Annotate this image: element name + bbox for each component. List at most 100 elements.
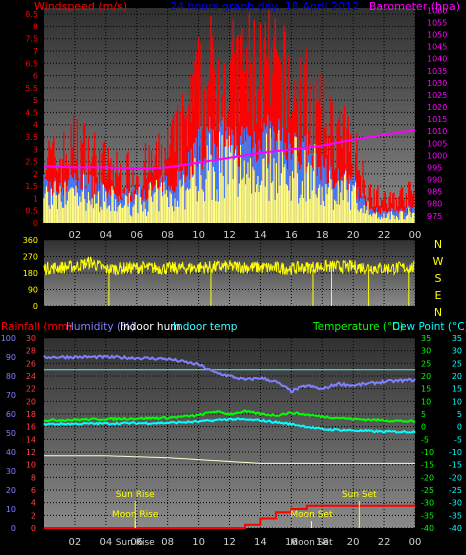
sun-set-label: Sun Set: [342, 490, 377, 500]
baro-tick-label: 1060: [427, 6, 447, 15]
dewpoint-tick-label: 15: [452, 385, 462, 394]
time-tick-label: 18: [316, 230, 329, 241]
rain-tick-label: 16: [26, 423, 36, 432]
astro-events: Sun Rise Moon Rise Moon Set Sun Set: [112, 490, 377, 528]
rain-tick-label: 26: [26, 359, 36, 368]
baro-tick-label: 990: [427, 176, 442, 185]
baro-tick-label: 985: [427, 188, 442, 197]
temp-tick-label: -20: [421, 473, 434, 482]
barometer-axis-title: Barometer (hpa): [369, 0, 460, 13]
temp-tick-label: -25: [421, 486, 434, 495]
dew-point-legend: Dew Point (°C): [392, 321, 466, 333]
time-tick-label: 08: [161, 537, 174, 548]
temp-tick-label: 20: [421, 372, 431, 381]
humidity-tick-label: 50: [6, 429, 16, 438]
temp-tick-label: 5: [421, 410, 426, 419]
direction-letter-e: E: [435, 289, 442, 302]
humidity-tick-label: 80: [6, 372, 16, 381]
temp-tick-label: 30: [421, 347, 431, 356]
humidity-tick-label: 60: [6, 410, 16, 419]
direction-letter-n-top: N: [434, 238, 442, 251]
humidity-tick-label: 40: [6, 448, 16, 457]
direction-tick-label: 90: [28, 286, 38, 295]
baro-tick-label: 1005: [427, 139, 447, 148]
dewpoint-tick-label: -40: [449, 524, 462, 533]
wind-tick-label: 7: [33, 47, 38, 56]
time-tick-label: 22: [378, 230, 391, 241]
wind-tick-label: 6: [33, 72, 38, 81]
rain-tick-label: 18: [26, 410, 36, 419]
wind-tick-label: 0: [33, 219, 38, 228]
humidity-legend: Humidity (%): [66, 321, 135, 333]
dewpoint-tick-label: 10: [452, 397, 462, 406]
time-tick-label: 10: [192, 230, 205, 241]
baro-tick-label: 980: [427, 200, 442, 209]
sun-rise-axis-label: Sun Rise: [116, 538, 155, 548]
rain-tick-label: 0: [31, 524, 36, 533]
dewpoint-tick-label: 30: [452, 347, 462, 356]
wind-tick-label: 5: [33, 96, 38, 105]
temp-tick-label: -30: [421, 499, 434, 508]
wind-tick-label: 6.5: [25, 59, 38, 68]
temperature-legend: Temperature (°C): [312, 321, 404, 333]
baro-tick-label: 1020: [427, 103, 447, 112]
wind-tick-label: 5.5: [25, 84, 38, 93]
dewpoint-tick-label: -5: [454, 435, 462, 444]
wind-tick-label: 4: [33, 121, 38, 130]
wind-tick-label: 4.5: [25, 108, 38, 117]
humidity-tick-label: 100: [1, 334, 16, 343]
direction-letter-w: W: [433, 255, 444, 268]
time-tick-label: 00: [409, 230, 422, 241]
time-tick-label: 04: [99, 537, 112, 548]
wind-tick-label: 1.5: [25, 182, 38, 191]
rain-tick-label: 6: [31, 486, 36, 495]
temp-tick-label: -15: [421, 461, 434, 470]
dewpoint-tick-label: -25: [449, 486, 462, 495]
humidity-tick-label: 30: [6, 467, 16, 476]
time-tick-label: 16: [285, 537, 298, 548]
direction-tick-label: 0: [33, 302, 38, 311]
time-tick-label: 00: [409, 537, 422, 548]
humidity-tick-label: 90: [6, 353, 16, 362]
direction-tick-label: 180: [23, 269, 38, 278]
direction-series: [43, 256, 415, 306]
humidity-tick-label: 0: [11, 524, 16, 533]
rain-tick-label: 4: [31, 499, 36, 508]
dewpoint-tick-label: -20: [449, 473, 462, 482]
dewpoint-tick-label: -10: [449, 448, 462, 457]
axis-tick-labels: 0202040406060808101012121414161618182020…: [1, 6, 462, 548]
temp-tick-label: 35: [421, 334, 431, 343]
time-tick-label: 22: [378, 537, 391, 548]
baro-tick-label: 1030: [427, 79, 447, 88]
dewpoint-tick-label: 35: [452, 334, 462, 343]
time-tick-label: 02: [69, 537, 82, 548]
temp-tick-label: -35: [421, 511, 434, 520]
rain-tick-label: 2: [31, 511, 36, 520]
dewpoint-tick-label: -35: [449, 511, 462, 520]
humidity-line: [43, 354, 416, 394]
indoor-temp-legend: Indoor temp: [173, 321, 238, 333]
time-tick-label: 06: [130, 537, 143, 548]
wind-tick-label: 7.5: [25, 35, 38, 44]
humidity-tick-label: 20: [6, 486, 16, 495]
wind-tick-label: 1: [33, 194, 38, 203]
temp-tick-label: -10: [421, 448, 434, 457]
dewpoint-tick-label: 5: [457, 410, 462, 419]
indoor-hum-legend: Indoor hum: [120, 321, 180, 333]
rain-tick-label: 12: [26, 448, 36, 457]
rainfall-legend: Rainfall (mm): [1, 321, 72, 333]
time-tick-label: 10: [192, 537, 205, 548]
rain-tick-label: 14: [26, 435, 36, 444]
baro-tick-label: 1055: [427, 18, 447, 27]
wind-series: [43, 9, 416, 223]
direction-letter-n-bottom: N: [434, 306, 442, 319]
wind-tick-label: 3.5: [25, 133, 38, 142]
temp-tick-label: -5: [421, 435, 429, 444]
temp-tick-label: 25: [421, 359, 431, 368]
baro-tick-label: 1015: [427, 115, 447, 124]
baro-tick-label: 1000: [427, 151, 447, 160]
baro-tick-label: 1035: [427, 67, 447, 76]
wind-tick-label: 8: [33, 22, 38, 31]
rain-tick-label: 20: [26, 397, 36, 406]
rainfall-line: [44, 504, 415, 529]
